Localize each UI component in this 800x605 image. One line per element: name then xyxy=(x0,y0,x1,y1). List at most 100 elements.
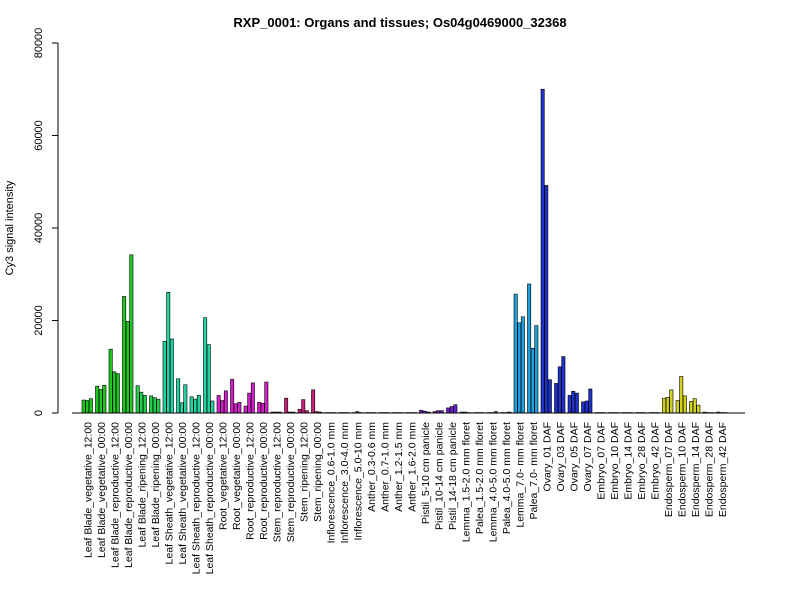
x-tick-label: Endosperm_14 DAF xyxy=(690,422,702,517)
bar xyxy=(233,403,238,414)
bar xyxy=(571,390,576,414)
bar xyxy=(520,316,525,414)
x-tick-label: Leaf Blade_vegetative_12:00 xyxy=(82,422,94,558)
bar xyxy=(196,395,201,414)
bar xyxy=(588,388,593,414)
bar xyxy=(115,373,120,414)
bar xyxy=(689,401,694,414)
bar xyxy=(557,366,562,414)
x-tick-label: Lemma_7.0- mm floret xyxy=(514,422,526,528)
bar xyxy=(203,317,208,414)
bar xyxy=(162,341,167,414)
bar xyxy=(88,398,93,414)
bar xyxy=(142,395,147,414)
x-tick-label: Root_vegetative_00:00 xyxy=(231,422,243,530)
x-tick-label: Anther_1.2-1.5 mm xyxy=(393,422,405,512)
bar xyxy=(669,389,674,414)
y-axis-label: Cy3 signal intensity xyxy=(4,180,16,275)
x-tick-label: Anther_1.6-2.0 mm xyxy=(406,422,418,512)
bar xyxy=(156,398,161,414)
x-tick-label: Stem_ripening_00:00 xyxy=(312,422,324,522)
bar xyxy=(243,405,248,414)
x-tick-label: Palea_1.5-2.0 mm floret xyxy=(474,422,486,534)
bar xyxy=(574,392,579,414)
bar xyxy=(210,400,215,414)
bar xyxy=(230,378,235,414)
bar xyxy=(284,397,289,414)
x-tick-label: Pistil_5-10 cm panicle xyxy=(420,422,432,524)
x-tick-label: Ovary_01 DAF xyxy=(541,422,553,491)
x-tick-label: Root_vegetative_12:00 xyxy=(217,422,229,530)
x-tick-label: Anther_0.7-1.0 mm xyxy=(379,422,391,512)
x-tick-label: Embryo_07 DAF xyxy=(595,422,607,500)
bar xyxy=(517,322,522,414)
bar xyxy=(567,395,572,414)
bar xyxy=(95,385,100,414)
bar xyxy=(176,378,181,414)
x-tick-label: Endosperm_07 DAF xyxy=(663,422,675,517)
bar xyxy=(189,396,194,414)
bar xyxy=(446,407,451,414)
bar xyxy=(237,402,242,414)
bar xyxy=(247,392,252,414)
bar xyxy=(547,379,552,414)
bar xyxy=(129,254,134,414)
bar xyxy=(193,398,198,414)
bar xyxy=(149,395,154,414)
bar xyxy=(297,408,302,414)
bar xyxy=(260,402,265,414)
x-tick-label: Leaf Blade_reproductive_00:00 xyxy=(123,422,135,568)
y-tick-label: 60000 xyxy=(33,120,45,151)
y-tick-label: 80000 xyxy=(33,28,45,59)
bar xyxy=(166,291,171,414)
x-tick-label: Pistil_10-14 cm panicle xyxy=(433,422,445,530)
x-tick-label: Embryo_14 DAF xyxy=(622,422,634,500)
bar xyxy=(179,402,184,414)
bar xyxy=(530,347,535,414)
bar xyxy=(183,384,188,414)
x-tick-label: Leaf Blade_ripening_00:00 xyxy=(150,422,162,548)
bar xyxy=(169,338,174,414)
bar xyxy=(581,401,586,414)
bar xyxy=(584,400,589,414)
bar xyxy=(139,391,144,414)
x-tick-label: Embryo_10 DAF xyxy=(609,422,621,500)
x-tick-label: Ovary_07 DAF xyxy=(582,422,594,491)
bar xyxy=(301,399,306,414)
bar xyxy=(679,376,684,414)
bar xyxy=(108,348,113,414)
bar xyxy=(449,406,454,414)
bar xyxy=(561,356,566,414)
bar xyxy=(98,389,103,414)
bar xyxy=(250,382,255,414)
bar xyxy=(662,397,667,414)
x-tick-label: Embryo_42 DAF xyxy=(649,422,661,500)
x-tick-label: Endosperm_10 DAF xyxy=(676,422,688,517)
chart-title: RXP_0001: Organs and tissues; Os04g04690… xyxy=(233,15,566,30)
bar xyxy=(311,389,316,414)
bars xyxy=(81,88,728,414)
bar xyxy=(527,283,532,414)
bar xyxy=(135,385,140,414)
x-tick-label: Stem_reproductive_00:00 xyxy=(285,422,297,542)
x-tick-label: Stem_ripening_12:00 xyxy=(298,422,310,522)
y-tick-label: 20000 xyxy=(33,305,45,336)
bar xyxy=(223,390,228,414)
bar xyxy=(554,383,559,414)
x-tick-label: Stem_reproductive_12:00 xyxy=(271,422,283,542)
bar xyxy=(534,325,539,414)
x-tick-label: Lemma_1.5-2.0 mm floret xyxy=(460,422,472,542)
y-tick-label: 40000 xyxy=(33,213,45,244)
bar xyxy=(675,400,680,414)
bar xyxy=(696,404,701,414)
x-tick-label: Inflorescence_3.0-4.0 mm xyxy=(339,422,351,544)
x-tick-label: Palea_4.0-5.0 mm floret xyxy=(501,422,513,534)
x-tick-label: Leaf Sheath_reproductive_00:00 xyxy=(204,422,216,575)
y-axis: 0 20000 40000 60000 80000 xyxy=(33,28,59,416)
bar xyxy=(125,321,130,414)
x-tick-label: Inflorescence_0.6-1.0 mm xyxy=(325,422,337,544)
y-tick-label: 0 xyxy=(33,410,45,416)
x-tick-label: Root_reproductive_12:00 xyxy=(244,422,256,540)
x-tick-label: Leaf Blade_vegetative_00:00 xyxy=(96,422,108,558)
